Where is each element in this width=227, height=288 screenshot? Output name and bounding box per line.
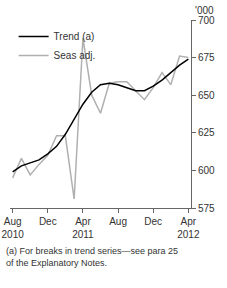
svg-text:575: 575: [198, 203, 215, 214]
svg-text:600: 600: [198, 165, 215, 176]
svg-text:Aug: Aug: [109, 216, 127, 227]
svg-text:'000: '000: [195, 5, 214, 16]
svg-text:Apr2012: Apr2012: [177, 216, 200, 240]
svg-text:Apr2011: Apr2011: [72, 216, 94, 240]
svg-text:Trend (a): Trend (a): [54, 31, 95, 42]
svg-text:650: 650: [198, 90, 215, 101]
svg-text:Aug2010: Aug2010: [2, 216, 25, 240]
svg-text:Dec: Dec: [39, 216, 57, 227]
svg-text:700: 700: [198, 15, 215, 26]
svg-text:(a) For breaks in trend series: (a) For breaks in trend series—see para …: [6, 246, 178, 268]
svg-text:Dec: Dec: [144, 216, 162, 227]
svg-text:675: 675: [198, 52, 215, 63]
svg-text:Seas adj.: Seas adj.: [54, 50, 96, 61]
svg-text:625: 625: [198, 127, 215, 138]
